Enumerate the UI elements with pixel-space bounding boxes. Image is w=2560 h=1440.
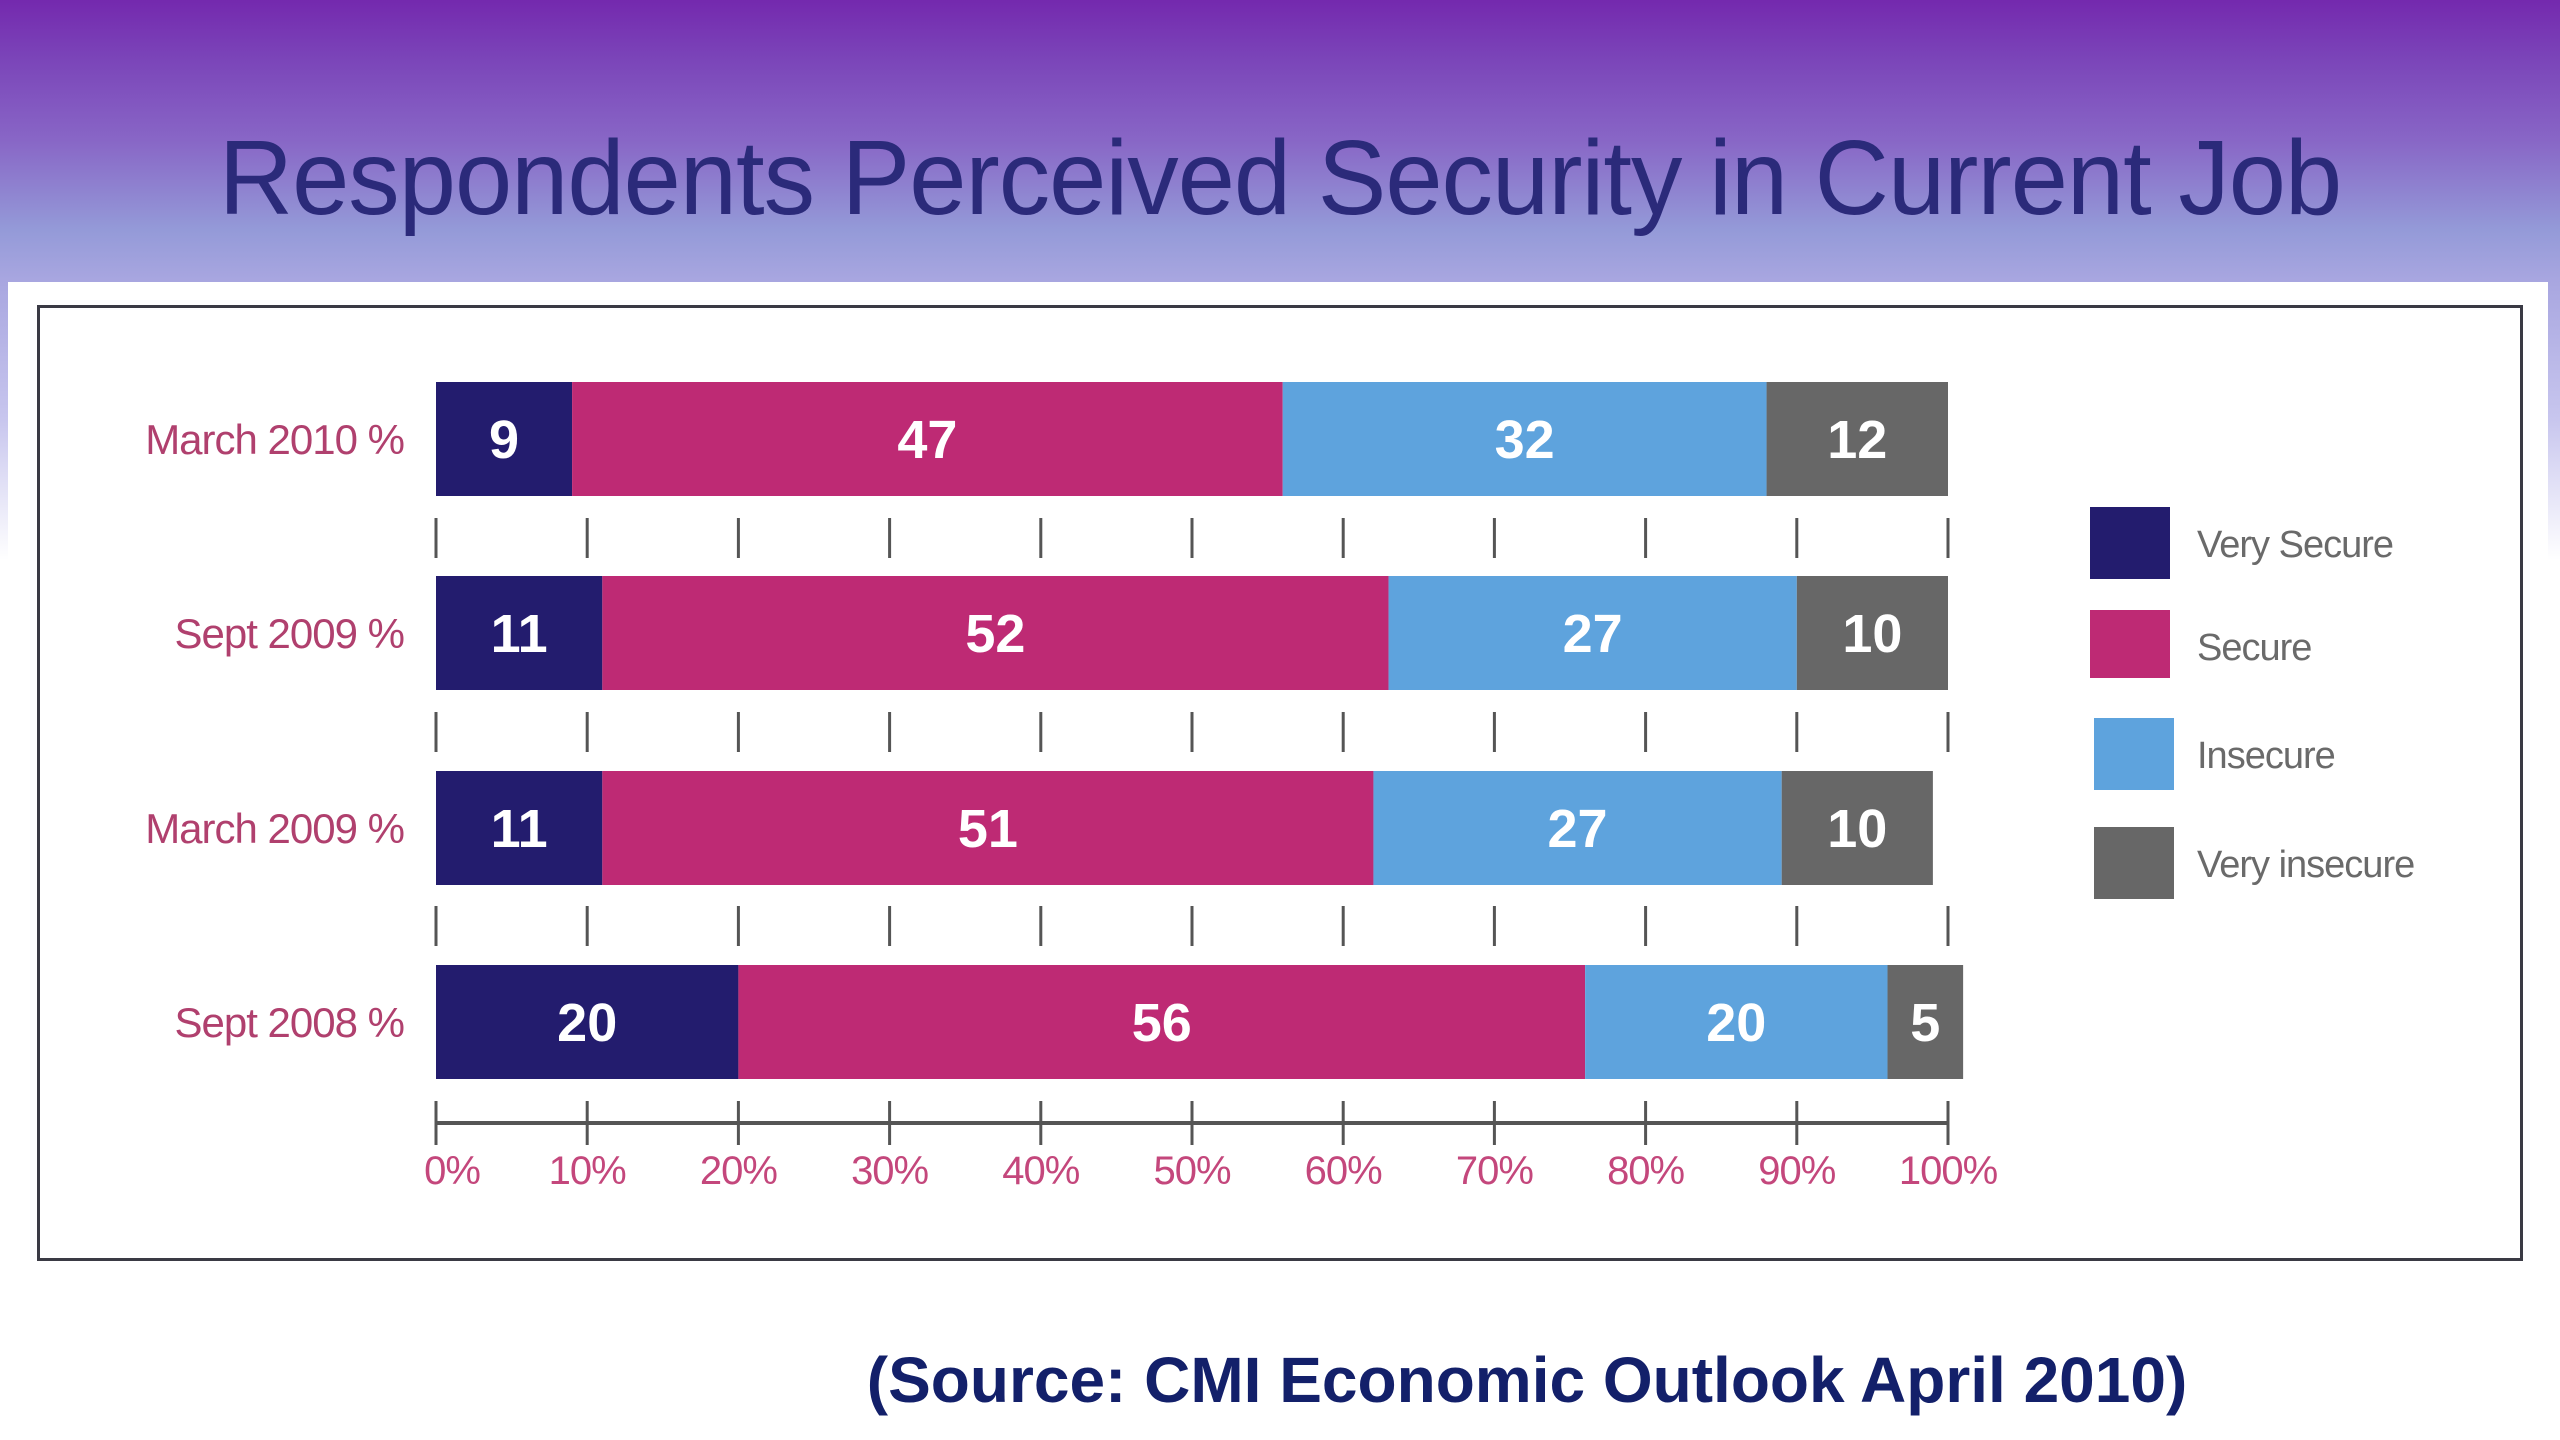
legend-label: Very Secure: [2197, 524, 2393, 566]
ticks-layer: 0% 10% 20% 30% 40% 50% 60% 70% 80% 90% 100%: [424, 518, 1999, 1193]
bar-segment-insecure: [1282, 382, 1767, 496]
legend-label: Very insecure: [2197, 844, 2414, 886]
legend-swatch: [2090, 507, 2170, 579]
bar-segment-insecure: [1585, 965, 1888, 1079]
bar-segment-very-secure: [436, 771, 603, 885]
data-label: 32: [1495, 410, 1555, 470]
tick-label: 70%: [1456, 1149, 1533, 1193]
data-label: 9: [489, 410, 519, 470]
bar-segment-very-secure: [436, 965, 739, 1079]
bar-segment-insecure: [1388, 576, 1797, 690]
data-label: 11: [491, 799, 548, 859]
data-label: 10: [1827, 799, 1887, 859]
tick-label: 60%: [1305, 1149, 1382, 1193]
data-label: 27: [1548, 799, 1608, 859]
bar-segment-very-insecure: [1766, 382, 1948, 496]
legend-swatch: [2094, 827, 2174, 899]
bar-segment-secure: [602, 576, 1389, 690]
legend-swatch: [2090, 610, 2170, 678]
tick-label: 10%: [549, 1149, 626, 1193]
data-label: 51: [958, 799, 1018, 859]
category-label: March 2009 %: [145, 805, 404, 852]
slide-title: Respondents Perceived Security in Curren…: [218, 119, 2342, 237]
data-label: 20: [1706, 993, 1766, 1053]
bar-segment-secure: [572, 382, 1283, 496]
tick-label: 40%: [1002, 1149, 1079, 1193]
legend-layer: Very Secure Secure Insecure Very insecure: [2090, 507, 2415, 899]
tick-label: 50%: [1153, 1149, 1230, 1193]
tick-label: 0%: [424, 1149, 480, 1193]
tick-label: 90%: [1758, 1149, 1835, 1193]
source-citation: (Source: CMI Economic Outlook April 2010…: [866, 1344, 2188, 1416]
bar-segment-very-secure: [436, 382, 573, 496]
tick-label: 30%: [851, 1149, 928, 1193]
bar-segment-insecure: [1373, 771, 1782, 885]
legend-label: Secure: [2197, 627, 2311, 669]
category-label: March 2010 %: [145, 416, 404, 463]
data-label: 56: [1132, 993, 1192, 1053]
data-label: 27: [1563, 604, 1623, 664]
data-label: 12: [1827, 410, 1887, 470]
bar-segment-secure: [738, 965, 1586, 1079]
data-label: 5: [1910, 993, 1940, 1053]
data-label: 10: [1842, 604, 1902, 664]
category-label: Sept 2009 %: [174, 610, 404, 657]
data-label: 47: [897, 410, 957, 470]
tick-label: 20%: [700, 1149, 777, 1193]
category-label: Sept 2008 %: [174, 999, 404, 1046]
tick-label: 80%: [1607, 1149, 1684, 1193]
bar-segment-very-insecure: [1887, 965, 1964, 1079]
tick-label: 100%: [1899, 1149, 1998, 1193]
legend-swatch: [2094, 718, 2174, 790]
bar-segment-very-insecure: [1796, 576, 1948, 690]
legend-label: Insecure: [2197, 735, 2335, 777]
data-label: 20: [557, 993, 617, 1053]
bar-segment-very-secure: [436, 576, 603, 690]
bar-segment-secure: [602, 771, 1374, 885]
bars-layer: March 2010 % 9 47 32 12 Sept 2009 % 11 52 27 10 Ma…: [145, 382, 1964, 1079]
bar-segment-very-insecure: [1781, 771, 1933, 885]
data-label: 52: [965, 604, 1025, 664]
data-label: 11: [491, 604, 548, 664]
